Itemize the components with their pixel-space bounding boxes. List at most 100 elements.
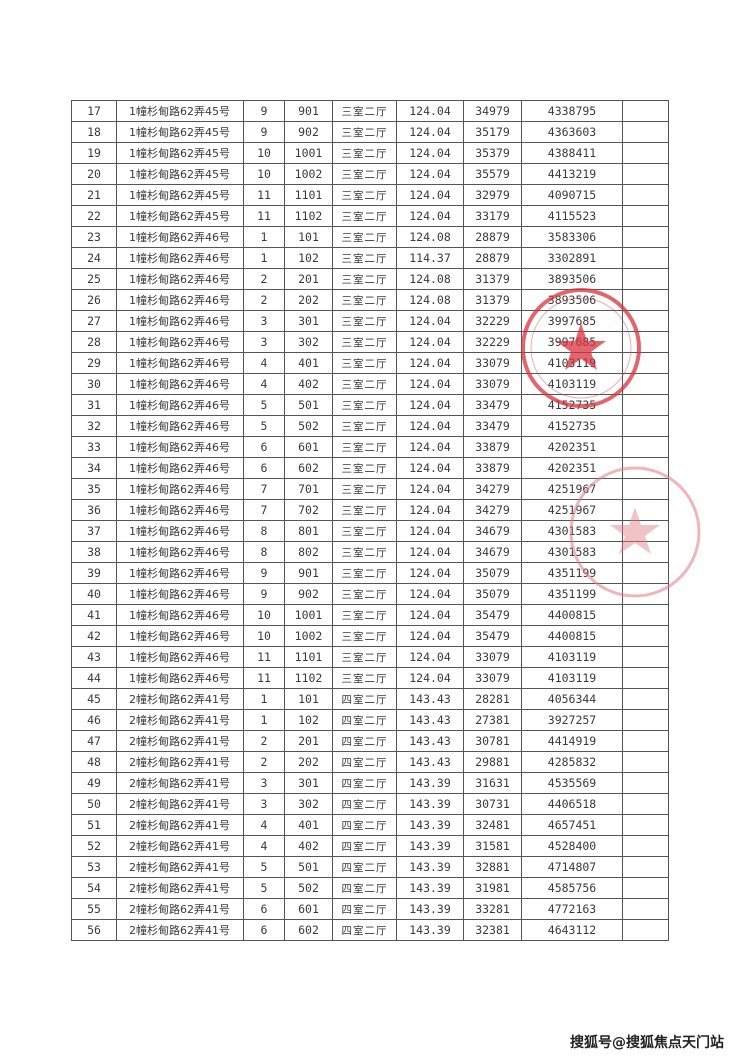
- floor-cell: 1: [243, 226, 285, 248]
- remarks-cell: [622, 541, 669, 563]
- room-number-cell: 901: [284, 562, 333, 584]
- total-price-cell: 4115523: [521, 205, 623, 227]
- row-number-cell: 56: [71, 919, 117, 941]
- row-number-cell: 34: [71, 457, 117, 479]
- unit-price-cell: 32229: [463, 331, 522, 353]
- table-row: 18 1幢杉甸路62弄45号 9 902 三室二厅 124.04 35179 4363603: [71, 121, 669, 143]
- table-row: 20 1幢杉甸路62弄45号 10 1002 三室二厅 124.04 35579 441321…: [71, 163, 669, 185]
- unit-price-cell: 33079: [463, 373, 522, 395]
- unit-price-cell: 28281: [463, 688, 522, 710]
- area-cell: 124.04: [396, 163, 464, 185]
- area-cell: 124.04: [396, 100, 464, 122]
- floor-cell: 9: [243, 583, 285, 605]
- area-cell: 143.43: [396, 688, 464, 710]
- row-number-cell: 50: [71, 793, 117, 815]
- layout-type-cell: 三室二厅: [332, 478, 397, 500]
- area-cell: 143.43: [396, 730, 464, 752]
- remarks-cell: [622, 625, 669, 647]
- table-row: 25 1幢杉甸路62弄46号 2 201 三室二厅 124.08 31379 3893506: [71, 268, 669, 290]
- floor-cell: 10: [243, 625, 285, 647]
- total-price-cell: 4388411: [521, 142, 623, 164]
- row-number-cell: 24: [71, 247, 117, 269]
- row-number-cell: 37: [71, 520, 117, 542]
- area-cell: 124.08: [396, 226, 464, 248]
- floor-cell: 11: [243, 667, 285, 689]
- area-cell: 143.39: [396, 814, 464, 836]
- building-address-cell: 2幢杉甸路62弄41号: [116, 772, 244, 794]
- unit-price-cell: 32979: [463, 184, 522, 206]
- building-address-cell: 1幢杉甸路62弄46号: [116, 373, 244, 395]
- table-row: 41 1幢杉甸路62弄46号 10 1001 三室二厅 124.04 35479 440081…: [71, 604, 669, 626]
- table-row: 49 2幢杉甸路62弄41号 3 301 四室二厅 143.39 31631 4535569: [71, 772, 669, 794]
- total-price-cell: 4103119: [521, 352, 623, 374]
- total-price-cell: 4413219: [521, 163, 623, 185]
- building-address-cell: 1幢杉甸路62弄46号: [116, 541, 244, 563]
- floor-cell: 8: [243, 541, 285, 563]
- floor-cell: 8: [243, 520, 285, 542]
- building-address-cell: 2幢杉甸路62弄41号: [116, 751, 244, 773]
- room-number-cell: 302: [284, 331, 333, 353]
- room-number-cell: 401: [284, 352, 333, 374]
- row-number-cell: 26: [71, 289, 117, 311]
- unit-price-cell: 33281: [463, 898, 522, 920]
- total-price-cell: 4351199: [521, 583, 623, 605]
- room-number-cell: 202: [284, 289, 333, 311]
- room-number-cell: 402: [284, 373, 333, 395]
- unit-price-cell: 33479: [463, 415, 522, 437]
- unit-price-cell: 32481: [463, 814, 522, 836]
- floor-cell: 11: [243, 646, 285, 668]
- building-address-cell: 1幢杉甸路62弄46号: [116, 583, 244, 605]
- table-row: 19 1幢杉甸路62弄45号 10 1001 三室二厅 124.04 35379 438841…: [71, 142, 669, 164]
- floor-cell: 10: [243, 604, 285, 626]
- row-number-cell: 35: [71, 478, 117, 500]
- remarks-cell: [622, 268, 669, 290]
- remarks-cell: [622, 457, 669, 479]
- table-row: 52 2幢杉甸路62弄41号 4 402 四室二厅 143.39 31581 4528400: [71, 835, 669, 857]
- room-number-cell: 201: [284, 268, 333, 290]
- table-row: 51 2幢杉甸路62弄41号 4 401 四室二厅 143.39 32481 4657451: [71, 814, 669, 836]
- unit-price-cell: 33079: [463, 352, 522, 374]
- row-number-cell: 41: [71, 604, 117, 626]
- area-cell: 124.04: [396, 352, 464, 374]
- area-cell: 124.04: [396, 373, 464, 395]
- table-row: 55 2幢杉甸路62弄41号 6 601 四室二厅 143.39 33281 4772163: [71, 898, 669, 920]
- room-number-cell: 801: [284, 520, 333, 542]
- unit-price-cell: 32381: [463, 919, 522, 941]
- layout-type-cell: 四室二厅: [332, 730, 397, 752]
- room-number-cell: 802: [284, 541, 333, 563]
- floor-cell: 4: [243, 835, 285, 857]
- room-number-cell: 502: [284, 415, 333, 437]
- remarks-cell: [622, 163, 669, 185]
- remarks-cell: [622, 499, 669, 521]
- area-cell: 124.08: [396, 268, 464, 290]
- area-cell: 143.43: [396, 709, 464, 731]
- unit-price-cell: 31379: [463, 268, 522, 290]
- area-cell: 143.43: [396, 751, 464, 773]
- area-cell: 124.04: [396, 583, 464, 605]
- floor-cell: 2: [243, 751, 285, 773]
- remarks-cell: [622, 730, 669, 752]
- building-address-cell: 2幢杉甸路62弄41号: [116, 898, 244, 920]
- table-row: 42 1幢杉甸路62弄46号 10 1002 三室二厅 124.04 35479 440081…: [71, 625, 669, 647]
- row-number-cell: 19: [71, 142, 117, 164]
- floor-cell: 9: [243, 562, 285, 584]
- unit-price-cell: 34279: [463, 478, 522, 500]
- building-address-cell: 1幢杉甸路62弄46号: [116, 625, 244, 647]
- room-number-cell: 1101: [284, 646, 333, 668]
- total-price-cell: 4714807: [521, 856, 623, 878]
- remarks-cell: [622, 352, 669, 374]
- floor-cell: 5: [243, 856, 285, 878]
- layout-type-cell: 三室二厅: [332, 331, 397, 353]
- total-price-cell: 4103119: [521, 373, 623, 395]
- area-cell: 124.04: [396, 205, 464, 227]
- unit-price-cell: 35079: [463, 583, 522, 605]
- row-number-cell: 28: [71, 331, 117, 353]
- building-address-cell: 1幢杉甸路62弄46号: [116, 226, 244, 248]
- room-number-cell: 502: [284, 877, 333, 899]
- total-price-cell: 4285832: [521, 751, 623, 773]
- floor-cell: 5: [243, 415, 285, 437]
- layout-type-cell: 三室二厅: [332, 121, 397, 143]
- table-row: 43 1幢杉甸路62弄46号 11 1101 三室二厅 124.04 33079 410311…: [71, 646, 669, 668]
- table-row: 26 1幢杉甸路62弄46号 2 202 三室二厅 124.08 31379 3893506: [71, 289, 669, 311]
- remarks-cell: [622, 856, 669, 878]
